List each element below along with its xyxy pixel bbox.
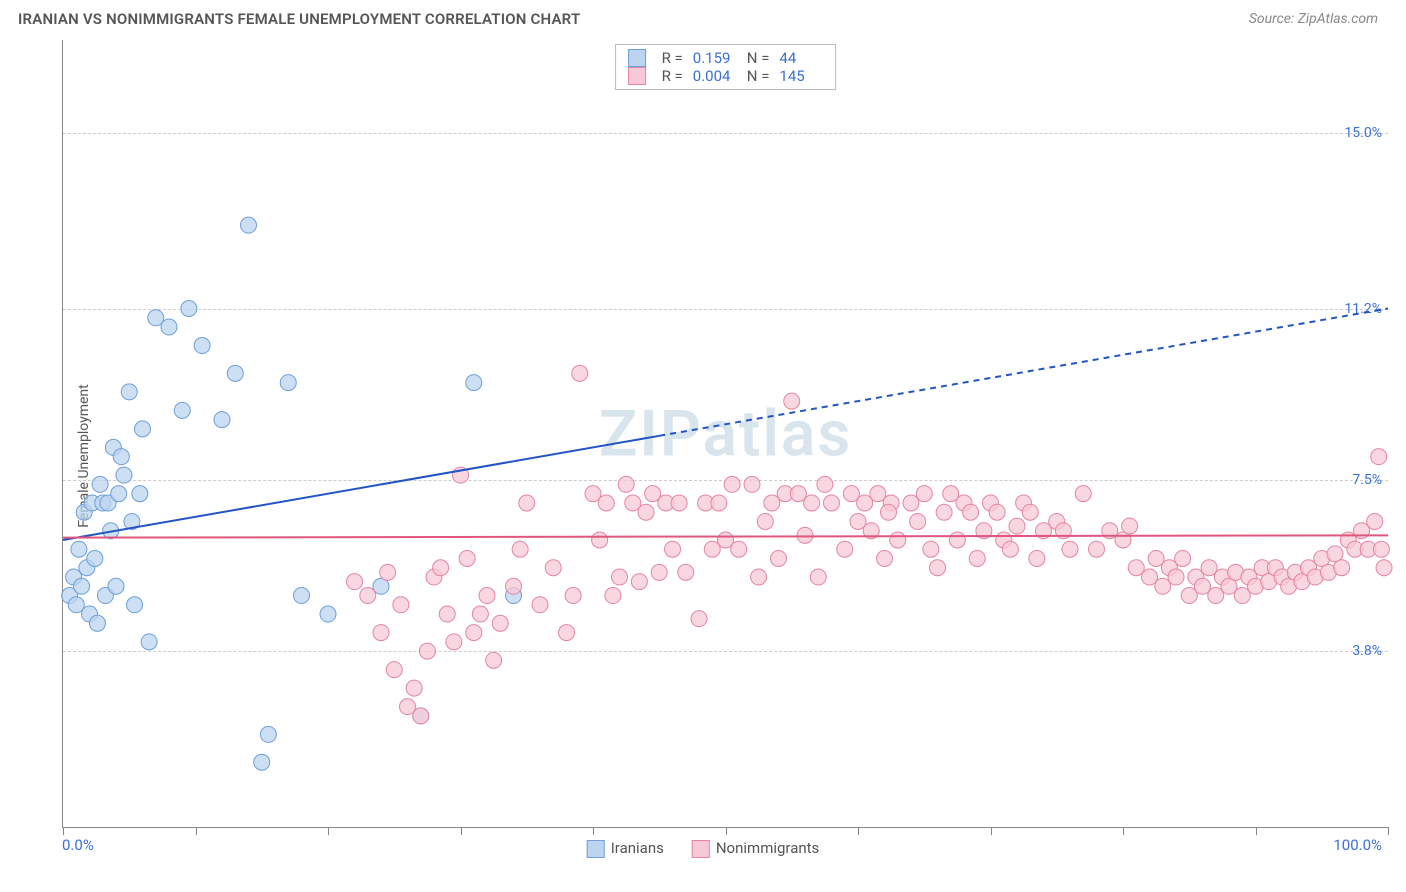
stat-n-value: 44 [779,49,823,67]
x-tick [328,827,329,835]
stat-r-label: R = [662,49,683,67]
stat-r-value: 0.004 [693,67,737,85]
x-axis-min-label: 0.0% [62,836,94,854]
source-label: Source: ZipAtlas.com [1249,11,1378,27]
trend-line-dashed [659,309,1388,436]
legend-label: Nonimmigrants [716,839,819,857]
x-tick [63,827,64,835]
legend-item: Iranians [587,839,664,858]
legend-swatch [587,840,605,858]
legend-swatch [692,840,710,858]
x-tick [1123,827,1124,835]
stat-r-label: R = [662,67,683,85]
trend-line-solid [63,535,1388,537]
plot-region: ZIPatlas R =0.159N =44R =0.004N =145 15.… [62,40,1388,828]
x-tick [1388,827,1389,835]
x-tick [196,827,197,835]
trend-line-solid [63,436,659,540]
x-axis-max-label: 100.0% [1333,836,1382,854]
x-tick [726,827,727,835]
x-tick [461,827,462,835]
stat-n-label: N = [747,49,770,67]
stats-legend-box: R = 0.159 N = 44 R = 0.004 N = 145 [615,44,837,90]
x-tick [593,827,594,835]
legend-swatch [628,49,646,67]
stat-r-value: 0.159 [693,49,737,67]
stat-n-value: 145 [779,67,823,85]
chart-area: Female Unemployment ZIPatlas R =0.159N =… [18,40,1388,872]
stats-row: R = 0.159 N = 44 [628,49,824,67]
series-legend: Iranians Nonimmigrants [587,839,820,858]
x-tick [1256,827,1257,835]
x-tick [991,827,992,835]
legend-swatch [628,67,646,85]
trend-lines-layer [63,40,1388,827]
legend-label: Iranians [611,839,664,857]
chart-title: IRANIAN VS NONIMMIGRANTS FEMALE UNEMPLOY… [18,10,580,28]
x-tick [858,827,859,835]
stat-n-label: N = [747,67,770,85]
legend-item: Nonimmigrants [692,839,819,858]
stats-row: R = 0.004 N = 145 [628,67,824,85]
